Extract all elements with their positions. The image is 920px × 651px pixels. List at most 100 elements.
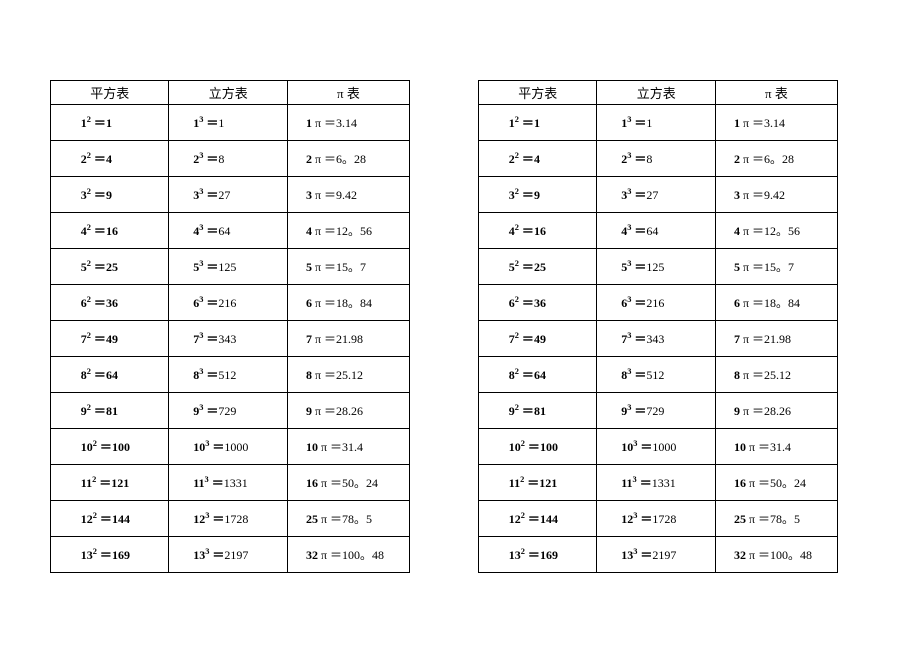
- square-base: 10: [509, 440, 521, 454]
- pi-val: 18。84: [764, 296, 800, 310]
- pi-symbol: π ＝: [312, 332, 336, 346]
- square-cell: 32 ＝9: [51, 177, 169, 213]
- equals-icon: ＝: [519, 368, 534, 382]
- cube-cell: 103 ＝1000: [597, 429, 715, 465]
- equals-icon: ＝: [631, 116, 646, 130]
- square-val: 169: [540, 548, 558, 562]
- pi-val: 18。84: [336, 296, 372, 310]
- equals-icon: ＝: [519, 404, 534, 418]
- square-cell: 102 ＝100: [479, 429, 597, 465]
- cube-val: 729: [218, 404, 236, 418]
- equals-icon: ＝: [91, 368, 106, 382]
- math-table-left: 平方表立方表π 表12 ＝113 ＝11 π ＝3.1422 ＝423 ＝82 …: [50, 80, 410, 573]
- square-cell: 52 ＝25: [51, 249, 169, 285]
- header-square: 平方表: [479, 81, 597, 105]
- equals-icon: ＝: [203, 152, 218, 166]
- table-row: 22 ＝423 ＝82 π ＝6。28: [479, 141, 838, 177]
- equals-icon: ＝: [637, 512, 652, 526]
- cube-val: 1000: [652, 440, 676, 454]
- pi-val: 12。56: [336, 224, 372, 238]
- square-val: 1: [106, 116, 112, 130]
- square-base: 11: [509, 476, 520, 490]
- header-cube: 立方表: [597, 81, 715, 105]
- pi-val: 25.12: [336, 368, 363, 382]
- cube-cell: 93 ＝729: [597, 393, 715, 429]
- table-row: 102 ＝100103 ＝100010 π ＝31.4: [479, 429, 838, 465]
- pi-cell: 32 π ＝100。48: [715, 537, 837, 573]
- table-row: 62 ＝3663 ＝2166 π ＝18。84: [51, 285, 410, 321]
- table-row: 32 ＝933 ＝273 π ＝9.42: [51, 177, 410, 213]
- pi-symbol: π ＝: [740, 404, 764, 418]
- square-cell: 82 ＝64: [479, 357, 597, 393]
- table-row: 92 ＝8193 ＝7299 π ＝28.26: [479, 393, 838, 429]
- pi-symbol: π ＝: [746, 548, 770, 562]
- equals-icon: ＝: [203, 332, 218, 346]
- square-base: 12: [81, 512, 93, 526]
- pi-symbol: π ＝: [318, 440, 342, 454]
- square-val: 81: [106, 404, 118, 418]
- pi-cell: 7 π ＝21.98: [287, 321, 409, 357]
- square-val: 64: [534, 368, 546, 382]
- square-cell: 42 ＝16: [51, 213, 169, 249]
- cube-cell: 113 ＝1331: [169, 465, 287, 501]
- pi-cell: 4 π ＝12。56: [715, 213, 837, 249]
- cube-val: 512: [646, 368, 664, 382]
- pi-cell: 16 π ＝50。24: [715, 465, 837, 501]
- table-row: 92 ＝8193 ＝7299 π ＝28.26: [51, 393, 410, 429]
- pi-symbol: π ＝: [746, 512, 770, 526]
- square-val: 9: [106, 188, 112, 202]
- pi-symbol: π ＝: [312, 224, 336, 238]
- pi-val: 78。5: [342, 512, 372, 526]
- square-base: 10: [81, 440, 93, 454]
- pi-symbol: π ＝: [740, 260, 764, 274]
- pi-cell: 1 π ＝3.14: [715, 105, 837, 141]
- pi-symbol: π ＝: [318, 548, 342, 562]
- square-cell: 112 ＝121: [479, 465, 597, 501]
- cube-val: 8: [646, 152, 652, 166]
- pi-cell: 25 π ＝78。5: [287, 501, 409, 537]
- square-val: 25: [106, 260, 118, 274]
- pi-n: 25: [734, 512, 746, 526]
- cube-val: 1331: [652, 476, 676, 490]
- cube-base: 11: [193, 476, 204, 490]
- table-row: 32 ＝933 ＝273 π ＝9.42: [479, 177, 838, 213]
- table-row: 122 ＝144123 ＝172825 π ＝78。5: [479, 501, 838, 537]
- pi-cell: 5 π ＝15。7: [715, 249, 837, 285]
- square-val: 100: [112, 440, 130, 454]
- cube-val: 125: [218, 260, 236, 274]
- pi-cell: 8 π ＝25.12: [287, 357, 409, 393]
- pi-symbol: π ＝: [318, 476, 342, 490]
- square-cell: 52 ＝25: [479, 249, 597, 285]
- square-base: 13: [81, 548, 93, 562]
- pi-cell: 7 π ＝21.98: [715, 321, 837, 357]
- equals-icon: ＝: [203, 188, 218, 202]
- equals-icon: ＝: [631, 260, 646, 274]
- equals-icon: ＝: [519, 296, 534, 310]
- pi-n: 16: [306, 476, 318, 490]
- table-row: 12 ＝113 ＝11 π ＝3.14: [479, 105, 838, 141]
- table-row: 42 ＝1643 ＝644 π ＝12。56: [51, 213, 410, 249]
- pi-val: 6。28: [764, 152, 794, 166]
- pi-symbol: π ＝: [312, 116, 336, 130]
- pi-val: 21.98: [764, 332, 791, 346]
- pi-val: 100。48: [770, 548, 812, 562]
- table-row: 72 ＝4973 ＝3437 π ＝21.98: [51, 321, 410, 357]
- square-cell: 22 ＝4: [51, 141, 169, 177]
- cube-cell: 83 ＝512: [597, 357, 715, 393]
- cube-cell: 113 ＝1331: [597, 465, 715, 501]
- table-row: 82 ＝6483 ＝5128 π ＝25.12: [479, 357, 838, 393]
- cube-cell: 23 ＝8: [169, 141, 287, 177]
- equals-icon: ＝: [91, 116, 106, 130]
- pi-cell: 3 π ＝9.42: [715, 177, 837, 213]
- equals-icon: ＝: [631, 188, 646, 202]
- pi-cell: 8 π ＝25.12: [715, 357, 837, 393]
- cube-val: 1728: [652, 512, 676, 526]
- cube-cell: 93 ＝729: [169, 393, 287, 429]
- pi-cell: 9 π ＝28.26: [715, 393, 837, 429]
- cube-val: 27: [218, 188, 230, 202]
- cube-cell: 13 ＝1: [597, 105, 715, 141]
- equals-icon: ＝: [631, 404, 646, 418]
- cube-base: 13: [193, 548, 205, 562]
- pi-symbol: π ＝: [318, 512, 342, 526]
- equals-icon: ＝: [519, 224, 534, 238]
